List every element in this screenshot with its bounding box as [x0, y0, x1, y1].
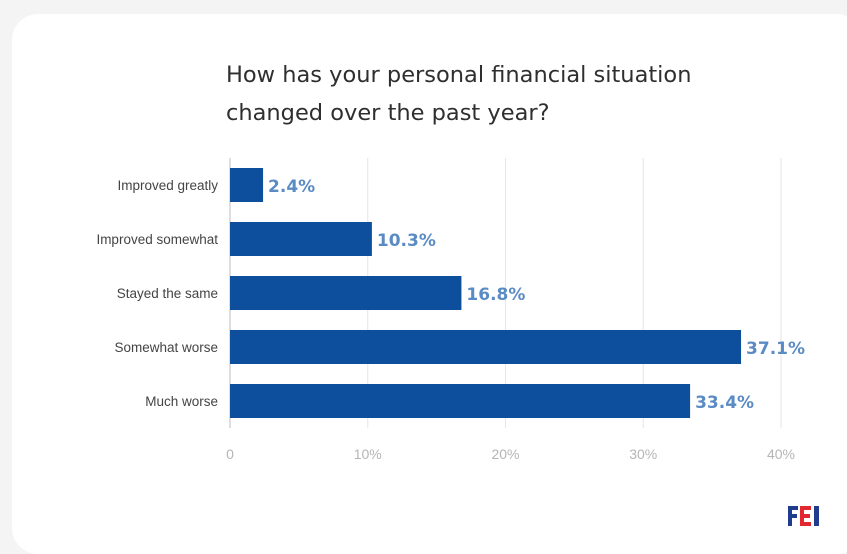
- x-tick-label: 40%: [767, 446, 795, 462]
- x-tick-label: 10%: [354, 446, 382, 462]
- category-label: Much worse: [145, 394, 218, 409]
- chart-title-line-1: How has your personal financial situatio…: [226, 62, 692, 88]
- fei-logo: [788, 506, 819, 526]
- value-label: 2.4%: [268, 177, 315, 197]
- category-label: Stayed the same: [117, 286, 218, 301]
- value-label: 10.3%: [377, 231, 436, 251]
- bar: [230, 222, 372, 256]
- category-label: Somewhat worse: [114, 340, 218, 355]
- chart-title: How has your personal financial situatio…: [226, 56, 786, 132]
- x-tick-label: 20%: [491, 446, 519, 462]
- bar: [230, 276, 462, 310]
- bar: [230, 330, 742, 364]
- bar: [230, 168, 264, 202]
- chart-title-line-2: changed over the past year?: [226, 100, 550, 126]
- value-label: 33.4%: [695, 393, 754, 413]
- value-label: 16.8%: [466, 285, 525, 305]
- category-label: Improved somewhat: [96, 232, 218, 247]
- x-tick-label: 0: [226, 446, 234, 462]
- x-tick-label: 30%: [629, 446, 657, 462]
- category-label: Improved greatly: [117, 178, 218, 193]
- bar: [230, 384, 691, 418]
- value-label: 37.1%: [746, 339, 805, 359]
